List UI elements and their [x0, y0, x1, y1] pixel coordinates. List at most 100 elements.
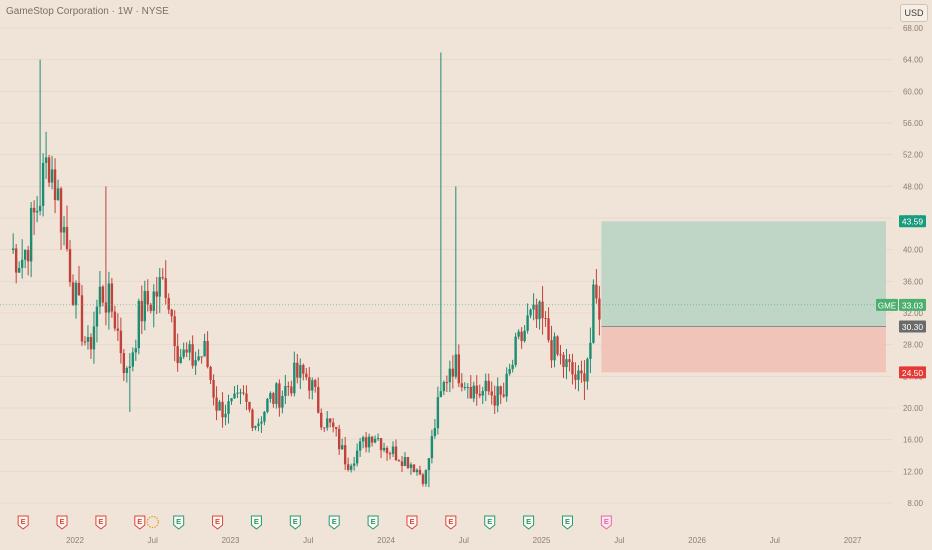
x-tick-label: 2024 — [377, 536, 395, 545]
candle-body — [284, 386, 287, 397]
candle-body — [517, 331, 520, 337]
candle-body — [412, 464, 416, 473]
candle-body — [11, 248, 15, 251]
candle-body — [104, 302, 108, 313]
candle-body — [586, 358, 589, 382]
candle-body — [281, 396, 284, 408]
earnings-event-icon — [56, 515, 68, 530]
candle-body — [589, 342, 592, 359]
candle-body — [484, 380, 487, 392]
earnings-event-icon — [484, 515, 496, 530]
candle-body — [80, 295, 84, 342]
candle-body — [385, 447, 389, 454]
earnings-event-label: E — [293, 517, 298, 526]
candle-body — [481, 391, 484, 396]
candle-body — [478, 393, 481, 396]
candle-body — [272, 393, 275, 404]
entry-price-label: 30.30 — [902, 322, 924, 332]
earnings-event-icon — [523, 515, 535, 530]
earnings-event-icon — [328, 515, 340, 530]
candle-body — [394, 446, 398, 461]
candle-body — [469, 387, 472, 399]
candle-body — [206, 341, 209, 367]
profit-zone — [601, 221, 886, 327]
x-tick-label: Jul — [770, 536, 780, 545]
y-tick-label: 16.00 — [903, 436, 924, 445]
candle-body — [119, 330, 123, 354]
candle-body — [134, 348, 138, 353]
candle-body — [215, 397, 218, 411]
earnings-event-icon — [134, 515, 146, 530]
earnings-event-label: E — [137, 517, 142, 526]
candle-body — [406, 457, 410, 468]
candle-body — [299, 365, 302, 378]
x-tick-label: 2027 — [844, 536, 862, 545]
candle-body — [44, 157, 48, 163]
candle-body — [595, 284, 598, 299]
candle-body — [23, 249, 27, 260]
candle-body — [317, 386, 320, 413]
candle-body — [263, 411, 266, 422]
earnings-event-label: E — [332, 517, 337, 526]
entry-price-label-bg — [899, 320, 926, 333]
earnings-event-icon — [95, 515, 107, 530]
candle-body — [197, 356, 200, 361]
candle-body — [236, 392, 239, 394]
candle-body — [571, 362, 574, 375]
candle-body — [379, 438, 383, 451]
candle-body — [68, 249, 72, 283]
candle-body — [532, 304, 535, 310]
candle-body — [454, 354, 458, 377]
candle-body — [337, 428, 341, 450]
earnings-event-label: E — [176, 517, 181, 526]
candle-body — [526, 315, 529, 331]
candle-body — [188, 344, 191, 353]
candle-body — [65, 226, 69, 250]
stop-price-label-bg — [899, 366, 926, 379]
candle-body — [577, 370, 580, 380]
candle-body — [490, 391, 493, 396]
candle-body — [397, 460, 401, 462]
candle-body — [47, 157, 51, 183]
candle-body — [17, 267, 21, 273]
candle-body — [59, 188, 63, 233]
y-tick-label: 40.00 — [903, 246, 924, 255]
candle-body — [505, 373, 508, 397]
candle-body — [131, 352, 135, 367]
candle-body — [562, 354, 565, 368]
candle-body — [346, 464, 350, 470]
candle-body — [583, 373, 586, 382]
earnings-event-label: E — [409, 517, 414, 526]
candle-body — [230, 398, 233, 402]
x-tick-label: 2022 — [66, 536, 84, 545]
candle-body — [122, 353, 126, 374]
candle-body — [203, 341, 206, 357]
candle-body — [227, 401, 230, 414]
candle-body — [334, 427, 338, 429]
x-tick-label: 2023 — [222, 536, 240, 545]
last-price-label: 33.03 — [902, 300, 924, 310]
candle-body — [266, 398, 269, 412]
candle-body — [556, 336, 559, 355]
candle-body — [278, 383, 281, 408]
candle-body — [323, 427, 326, 429]
candle-body — [245, 393, 248, 402]
currency-button[interactable]: USD — [900, 4, 928, 22]
candle-body — [320, 412, 323, 428]
candle-body — [125, 368, 129, 374]
candle-body — [439, 391, 443, 398]
x-tick-label: 2025 — [533, 536, 551, 545]
earnings-event-label: E — [565, 517, 570, 526]
chart-title: GameStop Corporation · 1W · NYSE — [6, 6, 169, 17]
candle-body — [544, 318, 547, 320]
ticker-label: GME — [878, 301, 896, 310]
candle-body — [164, 278, 167, 298]
candle-body — [502, 394, 505, 397]
candle-body — [179, 356, 182, 363]
candle-body — [152, 291, 155, 311]
candle-body — [376, 438, 380, 440]
earnings-event-icon — [289, 515, 301, 530]
candle-body — [499, 386, 502, 395]
candle-body — [41, 162, 45, 206]
